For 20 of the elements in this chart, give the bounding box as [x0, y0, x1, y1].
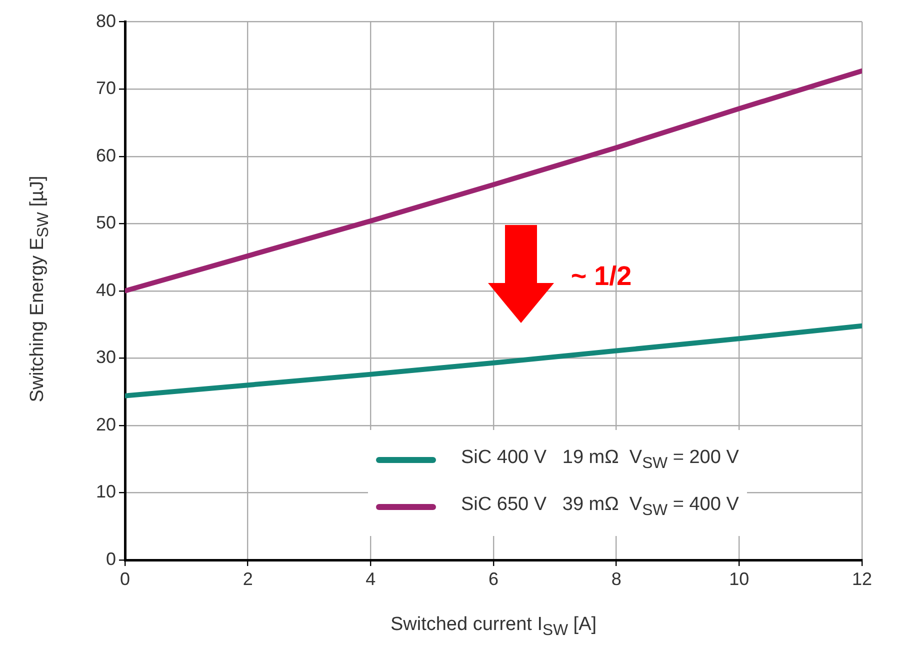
x-tick-label: 2: [242, 568, 253, 589]
x-tick-label: 10: [729, 568, 750, 589]
x-tick-label: 12: [852, 568, 872, 589]
x-tick-label: 8: [611, 568, 622, 589]
legend-label: SiC 400 V 19 mΩ V$_{SW}$ = 200 V: [461, 446, 739, 472]
y-tick-label: 60: [96, 145, 116, 166]
x-tick-label: 6: [488, 568, 499, 589]
y-tick-label: 0: [106, 548, 116, 569]
y-tick-label: 40: [96, 280, 116, 300]
x-tick-label: 0: [120, 568, 130, 589]
y-tick-label: 20: [96, 414, 116, 434]
y-tick-label: 30: [96, 347, 116, 368]
annotation: ~ 1/2: [570, 260, 632, 291]
x-axis-title: Switched current I$_{SW}$ [A]: [389, 614, 598, 640]
y-tick-label: 10: [96, 482, 116, 502]
y-tick-label: 50: [96, 212, 116, 233]
y-tick-label: 70: [96, 78, 116, 98]
y-tick-label: 80: [96, 10, 116, 31]
legend-label: SiC 650 V 39 mΩ V$_{SW}$ = 400 V: [461, 494, 739, 520]
x-tick-label: 4: [366, 568, 376, 589]
